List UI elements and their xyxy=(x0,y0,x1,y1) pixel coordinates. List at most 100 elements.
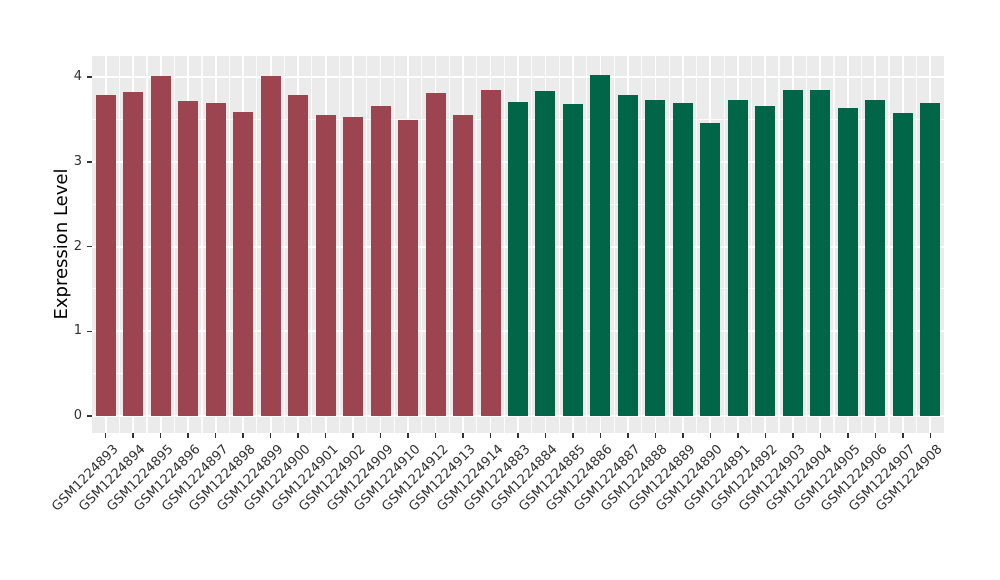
x-tick-mark xyxy=(544,433,547,438)
bar xyxy=(288,94,309,416)
x-minor-gridline xyxy=(503,56,505,433)
x-minor-gridline xyxy=(778,56,780,433)
y-tick-mark xyxy=(87,161,92,163)
x-tick-mark xyxy=(379,433,382,438)
y-tick-label: 4 xyxy=(73,69,82,85)
x-minor-gridline xyxy=(668,56,670,433)
bar xyxy=(315,115,336,416)
x-tick-mark xyxy=(159,433,162,438)
x-minor-gridline xyxy=(641,56,643,433)
x-minor-gridline xyxy=(558,56,560,433)
x-minor-gridline xyxy=(476,56,478,433)
bar xyxy=(480,89,501,416)
x-tick-mark xyxy=(297,433,299,438)
bar xyxy=(370,105,391,416)
x-tick-mark xyxy=(324,433,327,438)
x-tick-mark xyxy=(269,433,272,438)
x-minor-gridline xyxy=(915,56,918,433)
y-tick-label: 3 xyxy=(73,153,82,169)
x-minor-gridline xyxy=(201,56,203,433)
x-minor-gridline xyxy=(393,56,395,433)
x-tick-mark xyxy=(352,433,354,438)
x-minor-gridline xyxy=(256,56,258,433)
x-tick-mark xyxy=(214,433,217,438)
x-tick-mark xyxy=(187,433,189,438)
bar xyxy=(233,111,254,416)
bar xyxy=(95,94,116,416)
x-tick-mark xyxy=(709,433,712,438)
x-tick-mark xyxy=(489,433,492,438)
bar xyxy=(508,101,528,416)
x-tick-mark xyxy=(819,433,822,438)
x-minor-gridline xyxy=(118,56,121,433)
x-minor-gridline xyxy=(311,56,313,433)
x-tick-mark xyxy=(407,433,409,438)
y-tick-mark xyxy=(87,245,92,248)
bar xyxy=(150,75,171,416)
bar xyxy=(892,112,913,416)
x-minor-gridline xyxy=(283,56,285,433)
x-minor-gridline xyxy=(833,56,835,433)
x-tick-mark xyxy=(242,433,244,438)
x-tick-mark xyxy=(847,433,849,438)
bar xyxy=(562,104,583,416)
bar xyxy=(810,89,831,416)
x-tick-mark xyxy=(572,433,574,438)
x-tick-mark xyxy=(737,433,739,438)
bar xyxy=(700,122,721,416)
x-tick-mark xyxy=(654,433,657,438)
x-minor-gridline xyxy=(723,56,725,433)
bar xyxy=(590,74,611,416)
plot-panel xyxy=(92,56,944,433)
x-tick-mark xyxy=(599,433,602,438)
x-tick-mark xyxy=(132,433,134,438)
x-tick-mark xyxy=(929,433,931,438)
bar xyxy=(727,100,748,416)
bar xyxy=(645,100,666,416)
y-tick-label: 2 xyxy=(73,238,82,254)
x-minor-gridline xyxy=(805,56,808,433)
x-minor-gridline xyxy=(366,56,368,433)
y-tick-label: 0 xyxy=(73,408,82,423)
bar xyxy=(782,89,803,416)
x-minor-gridline xyxy=(860,56,863,433)
x-minor-gridline xyxy=(421,56,423,433)
bar xyxy=(535,90,556,416)
x-minor-gridline xyxy=(613,56,615,433)
x-tick-mark xyxy=(104,433,107,438)
x-tick-mark xyxy=(434,433,437,438)
x-minor-gridline xyxy=(696,56,698,433)
bar xyxy=(672,102,693,416)
y-tick-mark xyxy=(87,415,92,417)
bar xyxy=(123,92,144,416)
y-tick-mark xyxy=(87,76,92,78)
x-minor-gridline xyxy=(751,56,753,433)
x-tick-mark xyxy=(627,433,629,438)
x-minor-gridline xyxy=(531,56,533,433)
bar xyxy=(205,102,226,416)
bar xyxy=(755,105,776,416)
x-tick-mark xyxy=(792,433,794,438)
bar xyxy=(260,75,281,416)
bar xyxy=(343,117,364,416)
x-tick-mark xyxy=(462,433,464,438)
bar xyxy=(398,119,419,416)
x-minor-gridline xyxy=(888,56,890,433)
y-tick-label: 1 xyxy=(73,323,82,339)
bar xyxy=(453,115,474,416)
x-tick-mark xyxy=(902,433,904,438)
x-tick-mark xyxy=(517,433,519,438)
bar xyxy=(920,102,941,416)
x-minor-gridline xyxy=(338,56,340,433)
x-minor-gridline xyxy=(146,56,148,433)
bar xyxy=(837,107,858,416)
x-minor-gridline xyxy=(448,56,450,433)
y-tick-mark xyxy=(87,330,92,333)
bar xyxy=(425,93,446,416)
x-tick-mark xyxy=(874,433,877,438)
bar xyxy=(178,100,199,416)
bar xyxy=(617,94,638,416)
x-tick-mark xyxy=(764,433,767,438)
x-minor-gridline xyxy=(228,56,230,433)
